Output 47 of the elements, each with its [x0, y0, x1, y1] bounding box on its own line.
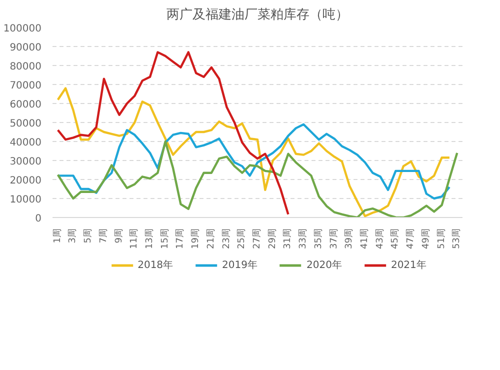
- x-tick-label: 33周: [298, 228, 309, 249]
- y-tick-label: 20000: [10, 176, 42, 186]
- y-tick-label: 100000: [3, 24, 42, 34]
- x-tick-label: 5周: [82, 228, 94, 244]
- x-tick-label: 25周: [236, 228, 248, 249]
- x-tick-label: 29周: [266, 228, 278, 249]
- x-tick-label: 53周: [451, 228, 462, 249]
- x-tick-label: 31周: [282, 228, 294, 249]
- line-series: [56, 140, 458, 218]
- x-tick-label: 49周: [420, 228, 432, 249]
- x-tick-label: 1周: [52, 228, 63, 244]
- x-tick-label: 41周: [358, 228, 370, 249]
- x-tick-label: 7周: [98, 228, 109, 244]
- x-tick-label: 19周: [190, 228, 202, 249]
- x-tick-label: 51周: [436, 228, 447, 249]
- y-tick-label: 90000: [10, 42, 42, 54]
- chart-title: 两广及福建油厂菜粕库存（吨）: [166, 8, 348, 22]
- x-tick-label: 43周: [374, 228, 386, 249]
- x-tick-label: 37周: [328, 228, 340, 249]
- y-tick-label: 50000: [10, 118, 42, 130]
- line-series: [56, 51, 290, 216]
- y-tick-label: 10000: [10, 194, 42, 206]
- y-tick-label: 60000: [10, 100, 42, 110]
- x-tick-label: 45周: [390, 228, 401, 249]
- x-tick-label: 17周: [174, 228, 186, 249]
- x-tick-label: 21周: [205, 228, 216, 249]
- x-tick-label: 11周: [128, 228, 140, 249]
- x-tick-label: 9周: [113, 228, 124, 244]
- y-tick-label: 30000: [10, 156, 42, 168]
- legend-label: 2019年: [222, 259, 258, 272]
- y-tick-label: 80000: [10, 62, 42, 72]
- x-tick-label: 39周: [344, 228, 355, 249]
- x-tick-label: 35周: [312, 228, 324, 249]
- x-tick-label: 13周: [144, 228, 156, 249]
- x-tick-label: 23周: [220, 228, 232, 249]
- line-series: [56, 87, 451, 218]
- x-tick-label: 27周: [252, 228, 262, 249]
- y-tick-label: 70000: [10, 80, 42, 92]
- legend-label: 2021年: [390, 259, 426, 272]
- x-tick-label: 3周: [67, 228, 78, 244]
- legend-label: 2020年: [306, 259, 342, 272]
- y-tick-label: 40000: [10, 138, 42, 148]
- x-tick-label: 47周: [405, 228, 416, 249]
- legend-label: 2018年: [138, 259, 174, 272]
- line-series: [56, 123, 451, 200]
- x-tick-label: 15周: [159, 228, 170, 249]
- y-tick-label: 0: [35, 214, 42, 224]
